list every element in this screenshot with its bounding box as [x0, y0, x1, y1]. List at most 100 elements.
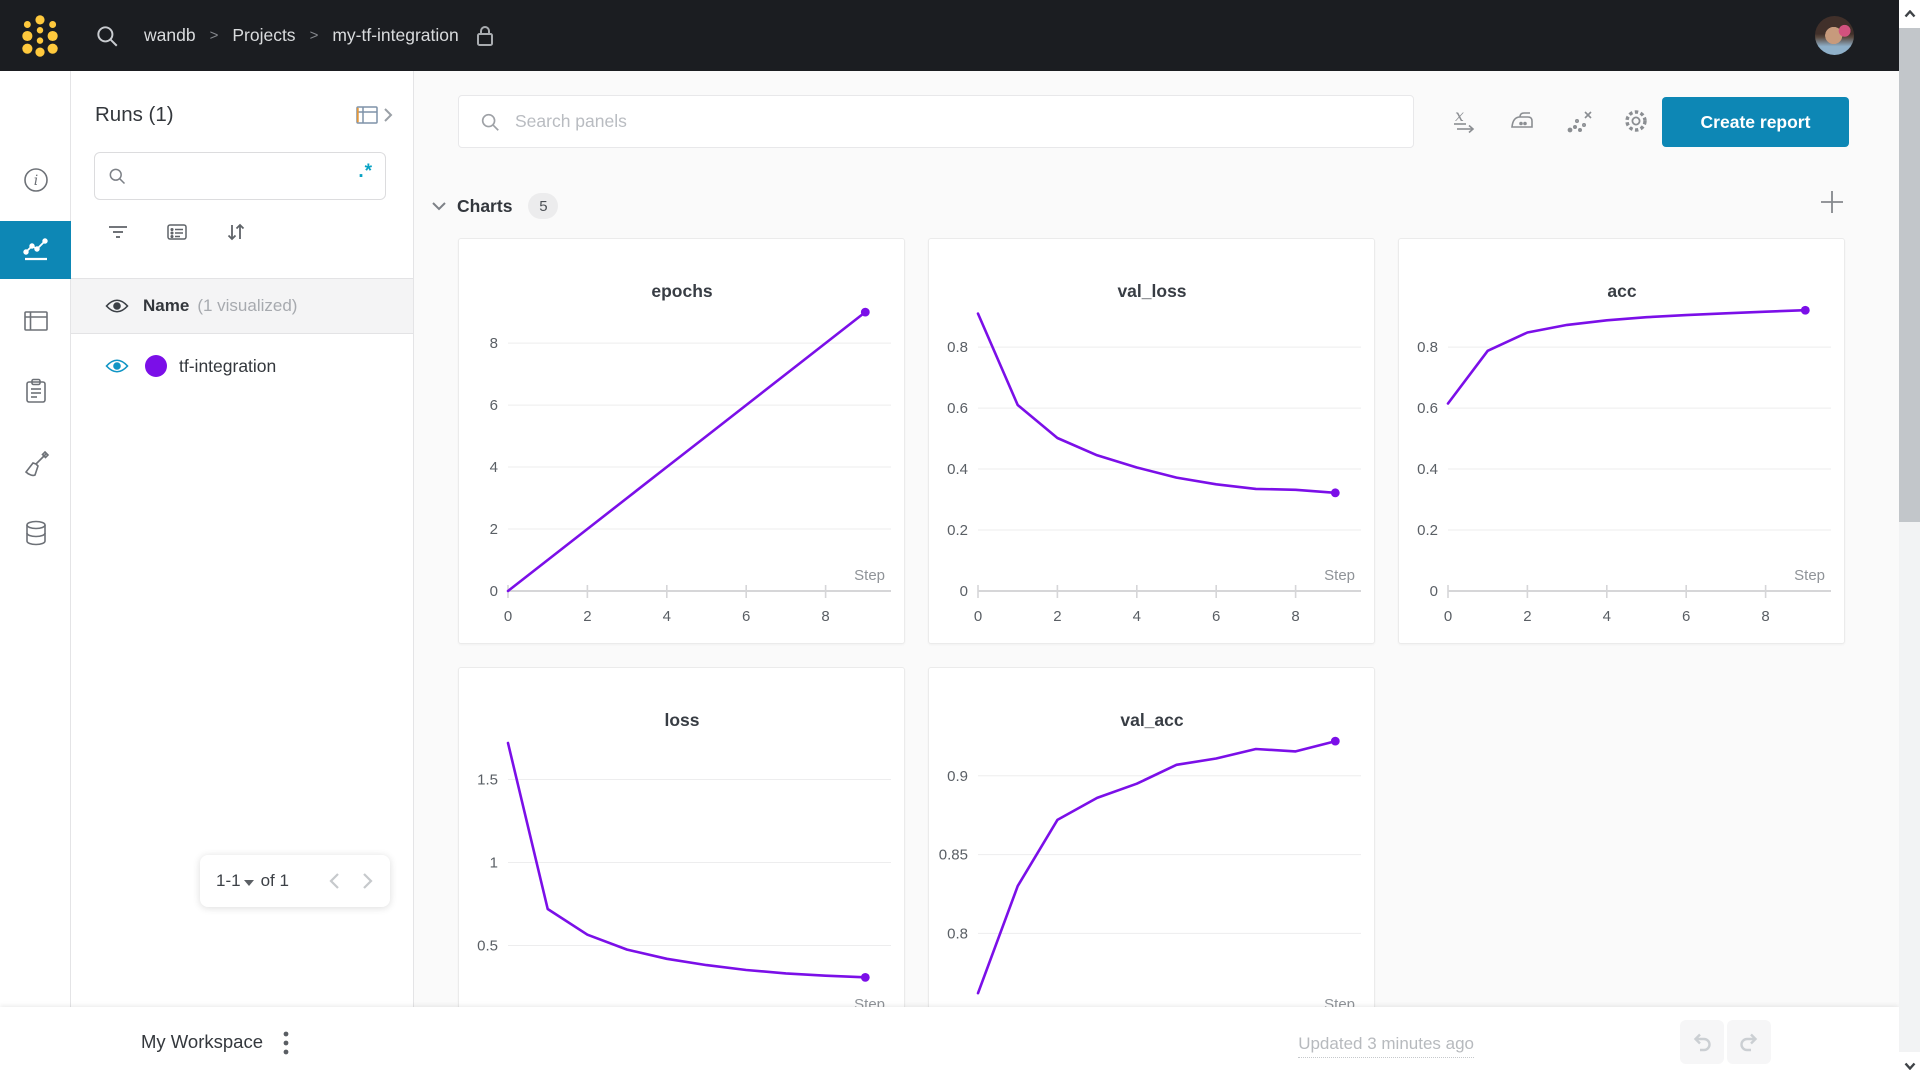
x-tick-label: 2 [1523, 608, 1531, 625]
breadcrumb-projects[interactable]: Projects [232, 25, 296, 45]
broom-icon [24, 450, 49, 477]
filter-icon[interactable] [107, 221, 129, 243]
scroll-up-arrow[interactable] [1899, 0, 1920, 28]
y-tick-label: 0.8 [1417, 339, 1438, 356]
breadcrumb-entity[interactable]: wandb [144, 25, 196, 45]
undo-button[interactable] [1680, 1020, 1724, 1064]
undo-redo-group [1680, 1020, 1771, 1064]
scrollbar-thumb[interactable] [1899, 28, 1920, 522]
chevron-right-icon[interactable] [362, 872, 374, 890]
x-tick-label: 0 [504, 608, 512, 625]
clipboard-icon [25, 378, 46, 403]
rail-item-charts[interactable] [0, 221, 71, 279]
y-tick-label: 0.6 [1417, 400, 1438, 417]
gridlines [508, 342, 891, 530]
chevron-left-icon[interactable] [328, 872, 340, 890]
y-tick-label: 0.85 [939, 847, 968, 864]
search-icon[interactable] [94, 23, 120, 49]
breadcrumb-separator: > [209, 27, 219, 44]
y-tick-label: 0.6 [947, 400, 968, 417]
y-tick-label: 0.8 [947, 339, 968, 356]
chart-svg-acc: acc 0 0.2 0.4 0.6 0.8 0 2 4 6 8 Step [1417, 281, 1831, 625]
chart-panel-epochs[interactable]: epochs 0 2 4 6 8 0 2 4 6 8 Step [458, 238, 905, 644]
chart-panel-acc[interactable]: acc 0 0.2 0.4 0.6 0.8 0 2 4 6 8 Step [1398, 238, 1845, 644]
chart-title: acc [1607, 281, 1636, 301]
y-tick-label: 1 [490, 854, 498, 871]
create-report-button[interactable]: Create report [1662, 97, 1849, 147]
settings-gear-icon[interactable] [1622, 107, 1650, 135]
database-icon [25, 520, 46, 546]
series-line [1446, 308, 1807, 405]
rail-item-table[interactable] [0, 292, 71, 350]
panels-toolbar-icons: x [1451, 107, 1650, 135]
list-icon[interactable] [166, 221, 188, 243]
series-end-dot [1800, 305, 1810, 315]
runs-search-input[interactable] [135, 167, 359, 185]
search-icon [481, 113, 499, 131]
run-name: tf-integration [179, 355, 277, 376]
runs-title: Runs (1) [95, 103, 174, 126]
outliers-icon[interactable] [1565, 107, 1593, 135]
chevron-right-icon [384, 108, 393, 122]
runs-table-icon [356, 106, 378, 124]
x-axis-icon[interactable]: x [1451, 107, 1479, 135]
y-tick-label: 0 [490, 583, 498, 600]
rail-item-artifacts[interactable] [0, 504, 71, 562]
x-tick-label: 4 [663, 608, 671, 625]
workspace-main: x Create report Charts 5 epochs 0 2 4 6 8 0 2 4 6… [414, 71, 1899, 1080]
run-row-tf-integration[interactable]: tf-integration [71, 343, 413, 389]
chart-title: loss [664, 710, 699, 730]
chart-title: val_acc [1120, 710, 1184, 730]
x-tick-label: 4 [1603, 608, 1611, 625]
x-tick-label: 8 [821, 608, 829, 625]
x-axis-label: Step [1324, 567, 1355, 584]
runs-table-expand-button[interactable] [355, 104, 393, 126]
add-panel-icon[interactable] [1817, 187, 1847, 217]
page-range: 1-1 [216, 871, 241, 890]
visibility-eye-icon[interactable] [105, 358, 129, 374]
x-tick-label: 0 [1444, 608, 1452, 625]
y-tick-label: 0.4 [947, 461, 968, 478]
workspace-selector[interactable]: My Workspace [141, 1031, 263, 1052]
charts-section-title[interactable]: Charts [457, 195, 513, 216]
breadcrumb-separator: > [309, 27, 319, 44]
rail-item-overview[interactable]: i [0, 151, 71, 209]
scroll-down-arrow[interactable] [1899, 1052, 1920, 1080]
charts-section-header: Charts 5 [431, 193, 559, 219]
smoothing-iron-icon[interactable] [1508, 107, 1536, 135]
y-tick-label: 0.2 [1417, 522, 1438, 539]
panels-search-input[interactable] [515, 111, 1393, 132]
eye-icon[interactable] [105, 298, 129, 314]
kebab-menu-icon[interactable] [281, 1029, 291, 1057]
name-column-header: Name [143, 296, 190, 315]
svg-text:i: i [33, 173, 37, 189]
rail-item-logs[interactable] [0, 362, 71, 420]
regex-toggle-button[interactable]: .* [358, 161, 373, 182]
chevron-down-icon[interactable] [431, 201, 447, 211]
y-tick-label: 0.9 [947, 768, 968, 785]
redo-button[interactable] [1727, 1020, 1771, 1064]
gridlines [1448, 346, 1831, 531]
avatar[interactable] [1815, 16, 1854, 55]
bottom-bar: My Workspace Updated 3 minutes ago [0, 1007, 1899, 1080]
gridlines [508, 778, 891, 946]
page-range-dropdown[interactable]: 1-1 [216, 871, 256, 891]
runs-name-header-row[interactable]: Name (1 visualized) [71, 278, 413, 334]
page-total: of 1 [260, 871, 289, 890]
y-tick-label: 2 [490, 521, 498, 538]
series-line [976, 739, 1337, 995]
series-end-dot [1330, 736, 1340, 746]
chart-title: epochs [651, 281, 713, 301]
chart-panel-val_loss[interactable]: val_loss 0 0.2 0.4 0.6 0.8 0 2 4 6 8 Step [928, 238, 1375, 644]
breadcrumb: wandb > Projects > my-tf-integration [144, 24, 495, 48]
breadcrumb-project-name[interactable]: my-tf-integration [332, 25, 459, 45]
caret-down-icon [243, 879, 254, 886]
x-axis-label: Step [854, 567, 885, 584]
runs-toolbar [107, 221, 247, 243]
wandb-logo-icon[interactable] [18, 13, 62, 59]
sort-icon[interactable] [225, 221, 247, 243]
rail-item-system[interactable] [0, 435, 71, 493]
info-icon: i [23, 168, 48, 192]
